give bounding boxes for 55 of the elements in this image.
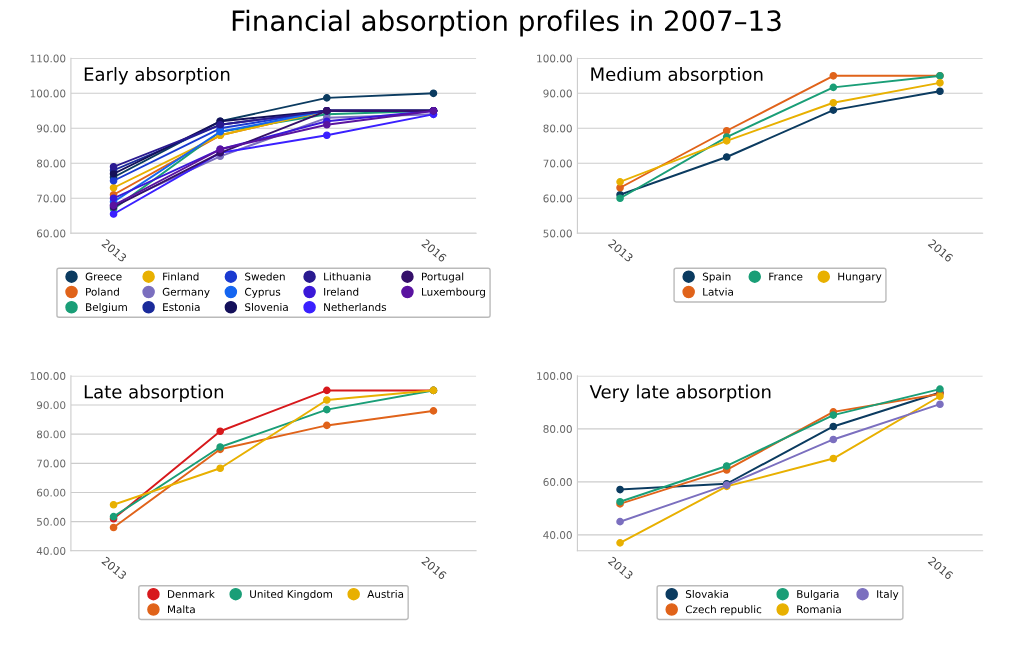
legend-label: Sweden: [245, 272, 285, 281]
legend-label: Denmark: [168, 589, 215, 598]
legend-label: Slovakia: [685, 589, 729, 598]
legend-label: Estonia: [163, 302, 200, 312]
legend-label: Netherlands: [324, 302, 387, 312]
y-tick-label: 100.00: [537, 372, 572, 380]
legend-label: Romania: [797, 605, 841, 614]
annotation: Late absorption: [84, 384, 224, 403]
y-tick-label: 60.00: [543, 194, 572, 203]
y-tick-label: 80.00: [543, 124, 572, 133]
y-tick-label: 80.00: [36, 430, 66, 439]
legend-label: Greece: [85, 272, 122, 281]
y-tick-label: 110.00: [30, 54, 66, 63]
y-tick-label: 40.00: [543, 531, 572, 539]
y-tick-label: 90.00: [36, 124, 66, 133]
y-tick-label: 80.00: [36, 159, 66, 168]
y-tick-label: 60.00: [543, 478, 572, 486]
legend-label: Lithuania: [324, 272, 371, 281]
legend-label: Hungary: [838, 272, 882, 283]
y-tick-label: 90.00: [543, 89, 572, 98]
legend-label: Luxembourg: [422, 287, 485, 298]
legend-label: Slovenia: [245, 302, 288, 312]
y-tick-label: 70.00: [37, 194, 66, 203]
y-tick-label: 50.00: [543, 229, 572, 238]
legend-label: Belgium: [86, 302, 127, 314]
annotation: Very late absorption: [589, 384, 771, 403]
annotation: Medium absorption: [591, 67, 763, 85]
y-tick-label: 70.00: [543, 159, 572, 168]
legend-label: Germany: [162, 287, 210, 298]
legend-label: United Kingdom: [250, 589, 332, 600]
legend-label: France: [769, 272, 803, 281]
legend-label: Ireland: [324, 287, 359, 296]
legend-label: Cyprus: [244, 287, 281, 298]
legend-label: Latvia: [703, 287, 733, 296]
legend-label: Malta: [168, 605, 195, 614]
chart-title: Financial absorption profiles in 2007–13: [232, 9, 781, 37]
legend-label: Italy: [877, 589, 899, 600]
legend-label: Bulgaria: [797, 589, 839, 600]
legend-label: Portugal: [422, 272, 464, 283]
legend-label: Spain: [702, 272, 731, 283]
legend-label: Poland: [86, 287, 119, 296]
y-tick-label: 90.00: [36, 401, 66, 410]
legend-label: Finland: [163, 272, 199, 281]
y-tick-label: 50.00: [37, 517, 66, 526]
y-tick-label: 60.00: [36, 488, 66, 497]
y-tick-label: 80.00: [543, 425, 572, 433]
y-tick-label: 100.00: [30, 89, 66, 98]
y-tick-label: 40.00: [36, 547, 66, 555]
legend-label: Austria: [367, 589, 404, 598]
annotation: Early absorption: [84, 67, 230, 85]
y-tick-label: 100.00: [30, 372, 66, 380]
y-tick-label: 100.00: [537, 54, 572, 63]
y-tick-label: 70.00: [37, 459, 66, 468]
legend-label: Czech republic: [685, 605, 762, 616]
y-tick-label: 60.00: [36, 229, 66, 238]
